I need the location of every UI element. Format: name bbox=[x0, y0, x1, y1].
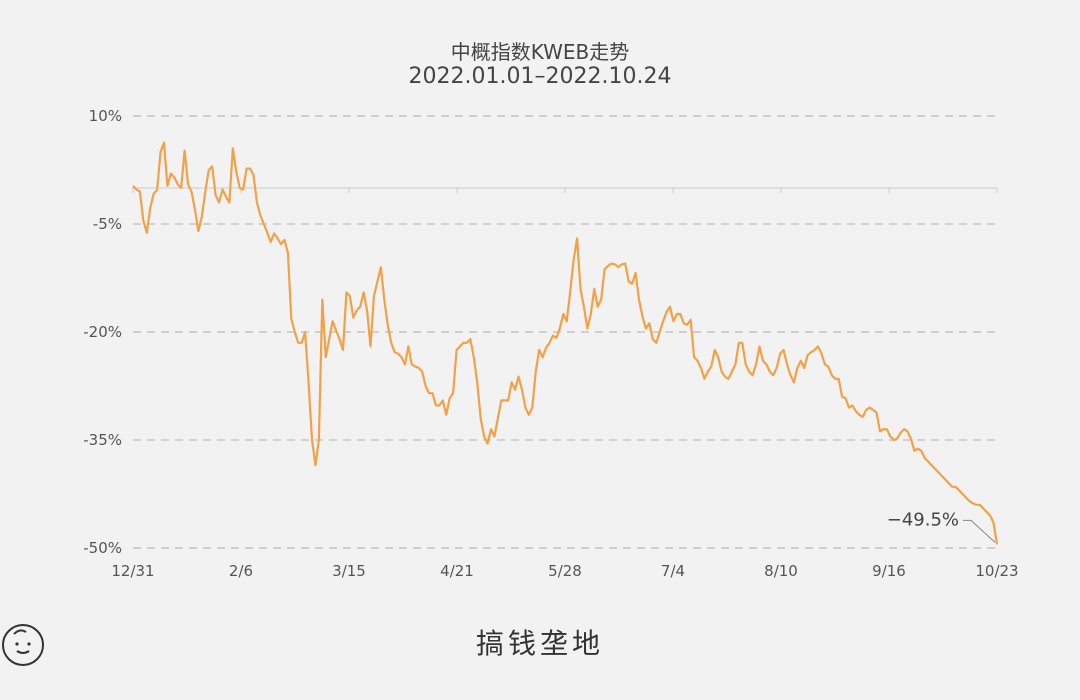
x-tick-label: 10/23 bbox=[975, 562, 1018, 580]
y-tick-label: -20% bbox=[83, 323, 122, 341]
x-tick-label: 9/16 bbox=[872, 562, 906, 580]
x-tick-label: 12/31 bbox=[111, 562, 154, 580]
annotation-group: −49.5% bbox=[887, 509, 996, 543]
y-tick-label: -35% bbox=[83, 431, 122, 449]
y-tick-label: -50% bbox=[83, 539, 122, 557]
x-tick-label: 8/10 bbox=[764, 562, 798, 580]
brand-name: 搞钱垄地 bbox=[475, 627, 604, 660]
x-tick-label: 5/28 bbox=[548, 562, 582, 580]
smiling-face-icon bbox=[2, 624, 44, 666]
x-axis: 12/31 2/6 3/15 4/21 5/28 7/4 8/10 9/16 10/23 bbox=[111, 562, 1018, 580]
x-tick-label: 3/15 bbox=[332, 562, 366, 580]
y-axis: 10% -5% -20% -35% -50% bbox=[83, 107, 122, 557]
brand-footer: 搞钱垄地 bbox=[0, 622, 1080, 666]
x-tick-label: 4/21 bbox=[440, 562, 474, 580]
annotation-label: −49.5% bbox=[887, 509, 959, 530]
grid-lines bbox=[132, 115, 998, 549]
series-line bbox=[132, 141, 999, 545]
chart-subtitle: 2022.01.01–2022.10.24 bbox=[408, 64, 672, 89]
x-tick-label: 7/4 bbox=[661, 562, 685, 580]
annotation-leader bbox=[963, 519, 996, 543]
x-tick-label: 2/6 bbox=[229, 562, 253, 580]
series-group bbox=[132, 141, 999, 545]
chart-title: 中概指数KWEB走势 bbox=[450, 40, 630, 64]
y-tick-label: -5% bbox=[93, 215, 122, 233]
y-tick-label: 10% bbox=[89, 107, 122, 125]
